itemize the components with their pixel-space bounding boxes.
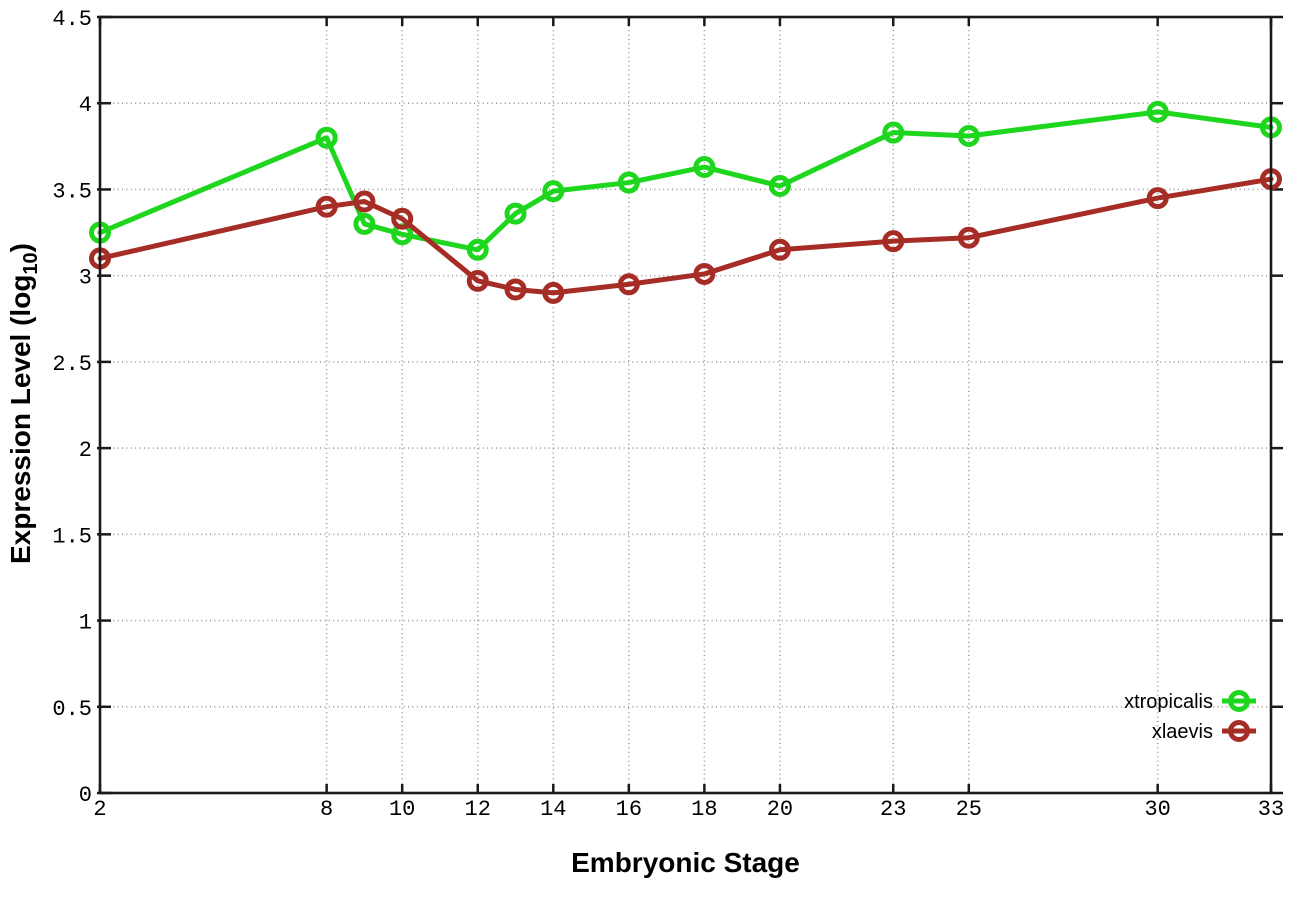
- data-point-xlaevis: [315, 195, 338, 218]
- y-tick-label: 2: [79, 438, 92, 463]
- y-tick-label: 3.5: [52, 179, 92, 204]
- tick-labels: 2 8 10 12 14 16 18 20 23 25 30 33 0 0.5 1 1.5 2 2.5 3 3.5 4 4…: [52, 7, 1284, 822]
- data-point-xlaevis: [957, 226, 980, 249]
- x-tick-label: 23: [880, 797, 906, 822]
- legend-marker-xtropicalis: [1228, 690, 1250, 712]
- data-point-xtropicalis: [315, 126, 338, 149]
- data-point-xtropicalis: [1146, 100, 1169, 123]
- data-point-xlaevis: [617, 273, 640, 296]
- x-tick-label: 30: [1144, 797, 1170, 822]
- legend-label-xlaevis: xlaevis: [1152, 721, 1213, 743]
- data-point-xtropicalis: [617, 171, 640, 194]
- data-point-xtropicalis: [542, 180, 565, 203]
- y-tick-label: 2.5: [52, 352, 92, 377]
- x-tick-label: 20: [767, 797, 793, 822]
- data-point-xtropicalis: [768, 174, 791, 197]
- y-tick-label: 1.5: [52, 524, 92, 549]
- x-axis-label: Embryonic Stage: [571, 847, 800, 878]
- gridlines: [99, 16, 1272, 794]
- data-point-xtropicalis: [466, 238, 489, 261]
- legend-label-xtropicalis: xtropicalis: [1124, 691, 1213, 713]
- data-point-xlaevis: [353, 190, 376, 213]
- data-point-xlaevis: [1146, 187, 1169, 210]
- x-tick-label: 25: [956, 797, 982, 822]
- data-point-xtropicalis: [957, 124, 980, 147]
- x-tick-label: 14: [540, 797, 566, 822]
- x-tick-label: 10: [389, 797, 415, 822]
- y-axis-label: Expression Level (log10): [5, 243, 42, 564]
- data-point-xtropicalis: [353, 212, 376, 235]
- data-series: [89, 100, 1282, 304]
- axis-ticks: [97, 15, 1283, 795]
- series-line-xtropicalis: [97, 109, 1274, 253]
- y-tick-label: 3: [79, 266, 92, 291]
- data-point-xlaevis: [391, 207, 414, 230]
- plot-border: [98, 15, 1273, 795]
- x-tick-label: 18: [691, 797, 717, 822]
- data-point-xlaevis: [882, 230, 905, 253]
- data-point-xtropicalis: [504, 202, 527, 225]
- data-point-xtropicalis: [693, 156, 716, 179]
- x-tick-label: 2: [93, 797, 106, 822]
- y-tick-label: 4: [79, 93, 92, 118]
- data-point-xlaevis: [466, 269, 489, 292]
- legend-marker-xlaevis: [1228, 720, 1250, 742]
- y-tick-label: 4.5: [52, 7, 92, 32]
- data-point-xlaevis: [542, 281, 565, 304]
- x-tick-label: 8: [320, 797, 333, 822]
- legend: xtropicalis xlaevis: [1124, 690, 1256, 743]
- y-tick-label: 0.5: [52, 697, 92, 722]
- x-tick-label: 12: [465, 797, 491, 822]
- data-point-xlaevis: [693, 262, 716, 285]
- data-point-xlaevis: [768, 238, 791, 261]
- x-tick-label: 16: [616, 797, 642, 822]
- x-tick-label: 33: [1258, 797, 1284, 822]
- data-point-xlaevis: [504, 278, 527, 301]
- data-point-xtropicalis: [882, 121, 905, 144]
- y-tick-label: 0: [79, 783, 92, 808]
- y-tick-label: 1: [79, 611, 92, 636]
